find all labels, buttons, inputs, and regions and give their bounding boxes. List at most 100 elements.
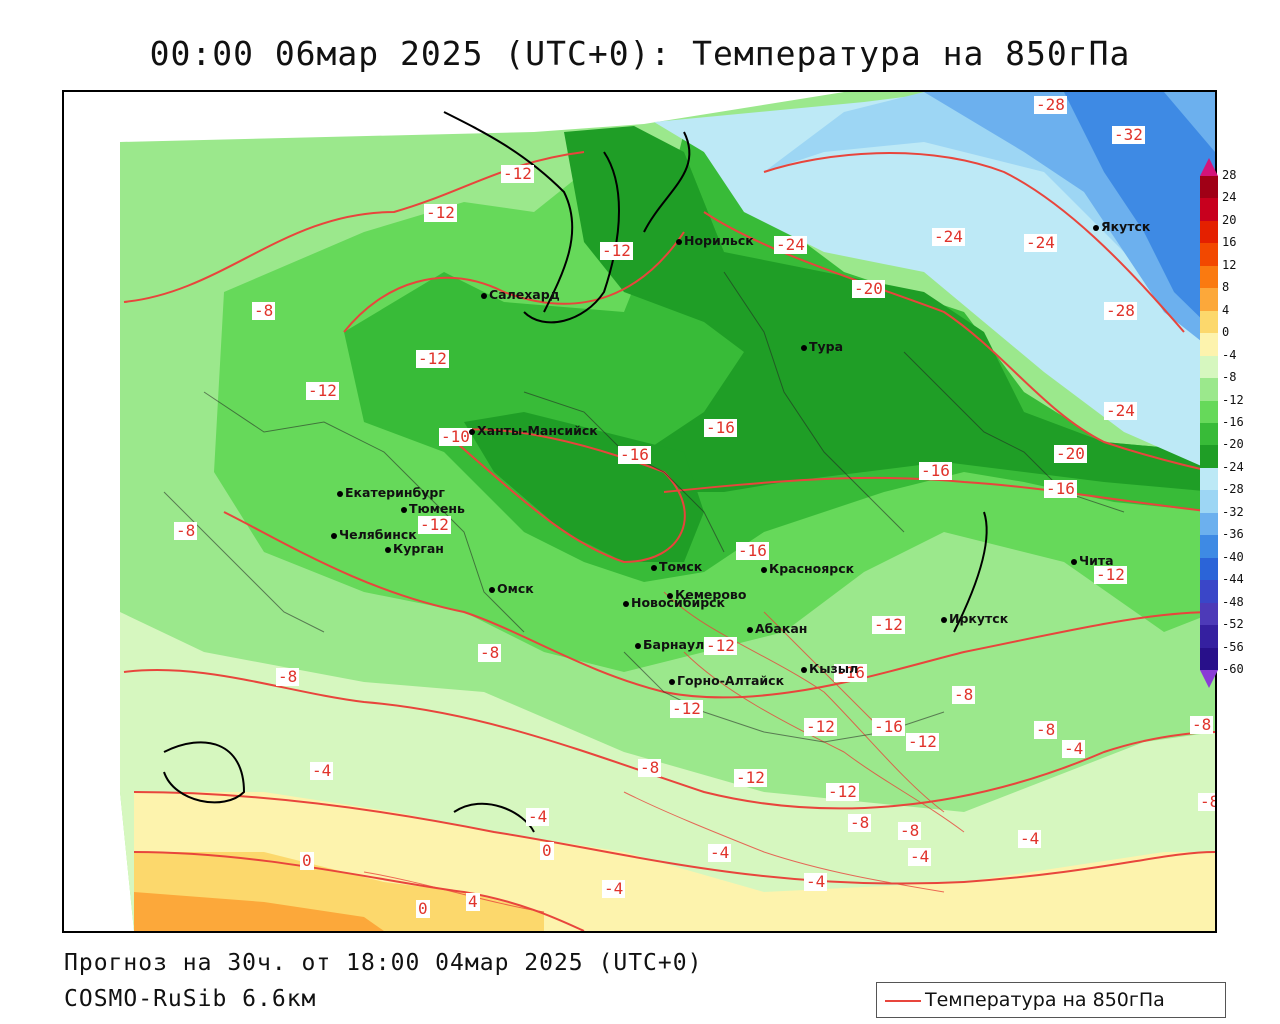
contour-label: -8 xyxy=(252,301,276,320)
contour-label: -8 xyxy=(478,643,502,662)
city-label[interactable]: Тура xyxy=(809,339,844,354)
colorbar-segment xyxy=(1200,198,1218,222)
city-label[interactable]: Норильск xyxy=(684,233,754,248)
temperature-map[interactable]: -8 -12 -12 -12 -12 -12 -10 -16 -16 -16 -16 -16 -20 -2… xyxy=(62,90,1217,933)
contour-label: 0 xyxy=(416,899,430,918)
colorbar-tick-label: -60 xyxy=(1222,662,1244,676)
city-label[interactable]: Горно-Алтайск xyxy=(677,673,785,688)
colorbar-tick-label: -28 xyxy=(1222,482,1244,497)
contour-label: -12 xyxy=(600,241,633,260)
colorbar-tick-label: -16 xyxy=(1222,415,1244,429)
city-label[interactable]: Екатеринбург xyxy=(345,485,445,500)
colorbar-segment xyxy=(1200,265,1218,289)
city-dot-icon xyxy=(623,601,629,607)
city-label[interactable]: Иркутск xyxy=(949,611,1009,626)
map-canvas xyxy=(64,92,1215,931)
colorbar-segment xyxy=(1200,220,1218,244)
city-label[interactable]: Чита xyxy=(1079,553,1114,568)
colorbar-tick-label: 12 xyxy=(1222,257,1237,272)
contour-label: -4 xyxy=(708,843,732,862)
city-label[interactable]: Кызыл xyxy=(809,661,859,676)
contour-label: -20 xyxy=(852,279,885,298)
legend-label: Температура на 850гПа xyxy=(925,989,1165,1011)
contour-label: -28 xyxy=(1034,95,1067,114)
city-dot-icon xyxy=(801,667,807,673)
colorbar-segment xyxy=(1200,355,1218,379)
contour-label: -4 xyxy=(1062,739,1086,758)
contour-label: 4 xyxy=(466,892,480,911)
colorbar-tick-label: -20 xyxy=(1222,437,1244,452)
colorbar-tick-label: -56 xyxy=(1222,639,1244,654)
contour-label: -12 xyxy=(424,203,457,222)
city-dot-icon xyxy=(801,345,807,351)
city-dot-icon xyxy=(489,587,495,593)
contour-label: -12 xyxy=(906,732,939,751)
contour-label: -8 xyxy=(1034,720,1058,739)
contour-label: -8 xyxy=(276,667,300,686)
city-label[interactable]: Челябинск xyxy=(339,527,417,542)
city-label[interactable]: Омск xyxy=(497,581,534,596)
contour-label: -12 xyxy=(418,515,451,534)
contour-label: -8 xyxy=(1190,715,1214,734)
contour-label: -8 xyxy=(952,685,976,704)
contour-label: -8 xyxy=(174,521,198,540)
colorbar: 28 24 20 16 12 8 4 0 -4 -8 -12 -16 -20 -24 -28 -32 -36 -4… xyxy=(1200,158,1244,688)
city-label[interactable]: Барнаул xyxy=(643,637,705,652)
colorbar-tick-label: 0 xyxy=(1222,325,1230,340)
contour-label: -16 xyxy=(736,541,769,560)
contour-label: -4 xyxy=(310,761,334,780)
colorbar-tick-label: -12 xyxy=(1222,392,1244,407)
contour-label: -12 xyxy=(826,782,859,801)
colorbar-segment xyxy=(1200,467,1218,491)
contour-label: -10 xyxy=(439,427,472,446)
city-label[interactable]: Кемерово xyxy=(675,587,747,602)
contour-label: -4 xyxy=(526,807,550,826)
contour-label: -24 xyxy=(774,235,807,254)
colorbar-tick-label: 24 xyxy=(1222,190,1237,205)
city-label[interactable]: Салехард xyxy=(489,287,560,302)
colorbar-segment xyxy=(1200,423,1218,446)
city-label[interactable]: Ханты-Мансийск xyxy=(477,423,598,438)
city-label[interactable]: Томск xyxy=(659,559,703,574)
contour-label: 0 xyxy=(300,851,314,870)
contour-label: -12 xyxy=(1094,565,1127,584)
contour-label: -12 xyxy=(306,381,339,400)
colorbar-segment xyxy=(1200,176,1218,199)
city-label[interactable]: Тюмень xyxy=(409,501,465,516)
contour-label: -16 xyxy=(704,418,737,437)
map-title: 00:00 06мар 2025 (UTC+0): Температура на… xyxy=(149,34,1131,73)
city-label[interactable]: Новосибирск xyxy=(631,595,726,610)
colorbar-tick-label: -36 xyxy=(1222,527,1244,542)
contour-label: -16 xyxy=(834,663,867,682)
city-label[interactable]: Красноярск xyxy=(769,561,855,576)
colorbar-tick-label: -24 xyxy=(1222,459,1244,474)
colorbar-tick-label: -32 xyxy=(1222,504,1244,519)
contour-label: -16 xyxy=(919,461,952,480)
colorbar-segment xyxy=(1200,535,1218,559)
contour-label: -28 xyxy=(1104,301,1137,320)
city-label[interactable]: Курган xyxy=(393,541,444,556)
colorbar-segment xyxy=(1200,512,1218,536)
city-dot-icon xyxy=(667,593,673,599)
contour-label: -4 xyxy=(602,879,626,898)
city-dot-icon xyxy=(1071,559,1077,565)
contour-label: -16 xyxy=(872,717,905,736)
colorbar-segment xyxy=(1200,288,1218,312)
colorbar-tick-label: -52 xyxy=(1222,617,1244,632)
contour-label: -8 xyxy=(848,813,872,832)
contour-label: 0 xyxy=(540,841,554,860)
colorbar-top-arrow-icon xyxy=(1200,158,1218,176)
contour-label: -8 xyxy=(1198,793,1215,811)
colorbar-segment xyxy=(1200,400,1218,424)
colorbar-tick-label: -48 xyxy=(1222,594,1244,609)
contour-label: -12 xyxy=(704,636,737,655)
contour-label: -4 xyxy=(1018,829,1042,848)
city-label[interactable]: Абакан xyxy=(755,621,808,636)
city-dot-icon xyxy=(761,567,767,573)
colorbar-tick-label: -4 xyxy=(1222,347,1237,362)
contour-label: -24 xyxy=(1024,233,1057,252)
colorbar-segment xyxy=(1200,580,1218,604)
contour-label: -4 xyxy=(804,872,828,891)
city-label[interactable]: Якутск xyxy=(1101,219,1151,234)
contour-label: -12 xyxy=(872,615,905,634)
